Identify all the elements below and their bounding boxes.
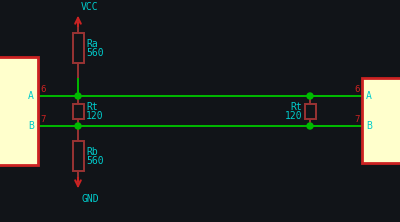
Bar <box>72 103 84 119</box>
Bar <box>72 33 84 63</box>
Text: 120: 120 <box>86 111 104 121</box>
Bar <box>72 141 84 171</box>
Text: 6: 6 <box>355 85 360 94</box>
Circle shape <box>75 93 81 99</box>
Text: A: A <box>366 91 372 101</box>
Circle shape <box>75 123 81 129</box>
Text: 7: 7 <box>355 115 360 124</box>
Bar <box>304 103 316 119</box>
Text: B: B <box>28 121 34 131</box>
Bar <box>362 78 400 163</box>
Text: Rb: Rb <box>86 147 98 157</box>
Text: 6: 6 <box>40 85 45 94</box>
Text: 120: 120 <box>284 111 302 121</box>
Text: Ra: Ra <box>86 39 98 49</box>
Text: A: A <box>28 91 34 101</box>
Text: VCC: VCC <box>81 2 99 12</box>
Text: Rt: Rt <box>290 102 302 112</box>
Circle shape <box>307 93 313 99</box>
Text: 560: 560 <box>86 48 104 58</box>
Text: GND: GND <box>81 194 99 204</box>
Text: 7: 7 <box>40 115 45 124</box>
Text: Rt: Rt <box>86 102 98 112</box>
Circle shape <box>307 123 313 129</box>
Text: 560: 560 <box>86 156 104 166</box>
Bar <box>0 57 38 165</box>
Text: B: B <box>366 121 372 131</box>
